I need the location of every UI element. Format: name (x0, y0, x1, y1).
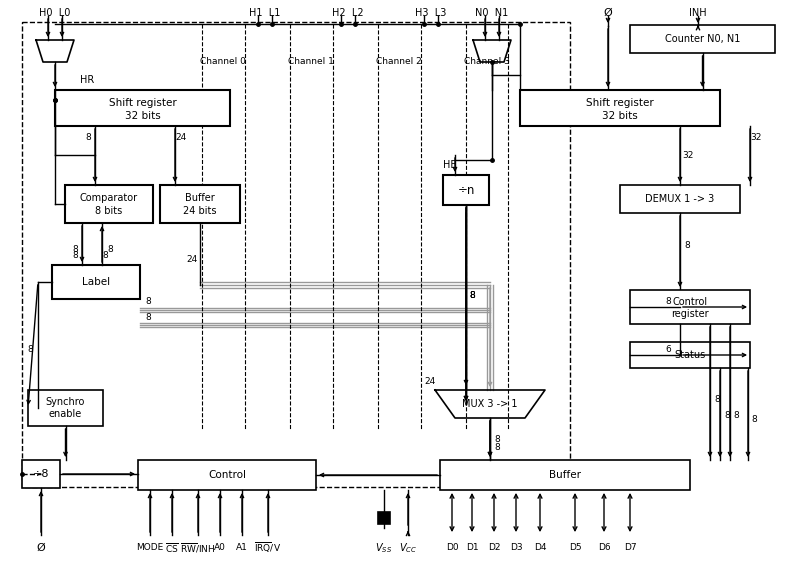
Bar (138, 460, 316, 490)
Text: H2  L2: H2 L2 (332, 8, 364, 18)
Bar (630, 290, 750, 324)
Text: Channel 1: Channel 1 (288, 58, 334, 66)
Text: 8: 8 (469, 290, 475, 299)
Text: Label: Label (82, 277, 110, 287)
Text: Channel 0: Channel 0 (200, 58, 246, 66)
Text: HR: HR (80, 75, 95, 85)
Text: Buffer: Buffer (185, 193, 215, 203)
Text: 8: 8 (665, 297, 671, 305)
Text: 32 bits: 32 bits (124, 111, 160, 121)
Text: $\overline{\rm CS}$: $\overline{\rm CS}$ (165, 541, 179, 555)
Text: D0: D0 (446, 544, 458, 553)
Text: 24 bits: 24 bits (183, 206, 217, 216)
Text: 24: 24 (424, 377, 436, 387)
Text: 8: 8 (27, 346, 33, 354)
Bar (65, 185, 153, 223)
Bar (620, 185, 740, 213)
Text: 8: 8 (145, 313, 151, 321)
Text: Counter N0, N1: Counter N0, N1 (665, 34, 740, 44)
Text: Channel 2: Channel 2 (377, 58, 422, 66)
Text: D3: D3 (510, 544, 522, 553)
Text: 24: 24 (187, 256, 198, 264)
Text: 8 bits: 8 bits (95, 206, 123, 216)
Text: 8: 8 (684, 241, 690, 249)
Text: D6: D6 (598, 544, 610, 553)
Text: Synchro: Synchro (46, 397, 85, 407)
Text: D4: D4 (534, 544, 546, 553)
Text: Comparator: Comparator (80, 193, 138, 203)
Text: Buffer: Buffer (549, 470, 581, 480)
Text: $\overline{\rm IRQ}$/V: $\overline{\rm IRQ}$/V (255, 541, 281, 556)
Text: 24: 24 (175, 133, 187, 143)
Text: 8: 8 (724, 410, 730, 419)
Bar (55, 90, 230, 126)
Text: 32 bits: 32 bits (602, 111, 638, 121)
Text: H3  L3: H3 L3 (415, 8, 447, 18)
Text: $\overline{\rm RW}$/INH: $\overline{\rm RW}$/INH (180, 541, 216, 554)
Text: 8: 8 (469, 290, 475, 299)
Text: 8: 8 (107, 245, 113, 254)
Text: ÷n: ÷n (457, 183, 474, 197)
Text: 32: 32 (751, 133, 762, 143)
Bar (22, 460, 60, 488)
Text: MODE: MODE (137, 544, 164, 553)
Text: A0: A0 (214, 544, 226, 553)
Text: D5: D5 (569, 544, 581, 553)
Bar (630, 25, 775, 53)
Text: ÷8: ÷8 (33, 469, 49, 479)
Text: enable: enable (48, 409, 82, 419)
Text: 8: 8 (714, 395, 720, 404)
Text: 8: 8 (494, 444, 500, 452)
Text: N0  N1: N0 N1 (475, 8, 508, 18)
Text: 8: 8 (494, 436, 500, 444)
Text: D2: D2 (488, 544, 500, 553)
Bar (28, 390, 103, 426)
Text: Status: Status (675, 350, 705, 360)
Text: register: register (671, 309, 709, 319)
Text: A1: A1 (236, 544, 248, 553)
Bar (52, 265, 140, 299)
Text: MUX 3 -> 1: MUX 3 -> 1 (462, 399, 518, 409)
Text: 8: 8 (72, 252, 78, 260)
Bar (440, 460, 690, 490)
Text: Shift register: Shift register (586, 98, 654, 108)
Text: 6: 6 (665, 344, 671, 354)
Text: D7: D7 (624, 544, 637, 553)
Text: $V_{SS}$: $V_{SS}$ (376, 541, 393, 555)
Text: 8: 8 (72, 245, 78, 254)
Text: 8: 8 (102, 252, 108, 260)
Text: 8: 8 (751, 415, 757, 425)
Text: D1: D1 (465, 544, 478, 553)
Text: DEMUX 1 -> 3: DEMUX 1 -> 3 (646, 194, 714, 204)
Bar (443, 175, 489, 205)
Bar (160, 185, 240, 223)
Text: Control: Control (208, 470, 246, 480)
Text: HE: HE (443, 160, 457, 170)
Text: H1  L1: H1 L1 (250, 8, 280, 18)
Text: Control: Control (672, 297, 708, 307)
Bar (378, 512, 390, 524)
Text: 32: 32 (682, 151, 694, 159)
Bar (630, 342, 750, 368)
Text: Ø: Ø (604, 8, 612, 18)
Bar (22, 22, 570, 487)
Text: Channel 3: Channel 3 (464, 58, 510, 66)
Text: H0  L0: H0 L0 (40, 8, 70, 18)
Text: $V_{CC}$: $V_{CC}$ (399, 541, 417, 555)
Text: Ø: Ø (36, 543, 45, 553)
Bar (520, 90, 720, 126)
Text: Shift register: Shift register (108, 98, 176, 108)
Text: 8: 8 (145, 298, 151, 306)
Text: 8: 8 (733, 410, 739, 419)
Text: 8: 8 (469, 290, 475, 299)
Text: INH: INH (689, 8, 707, 18)
Text: 8: 8 (85, 133, 90, 143)
